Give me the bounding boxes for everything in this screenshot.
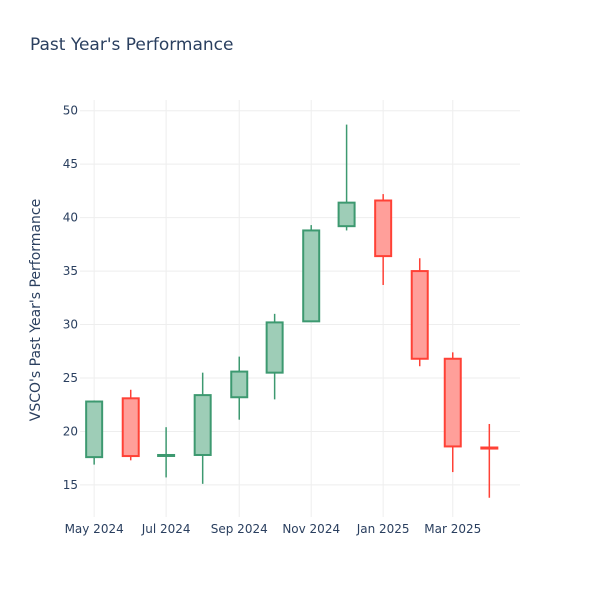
candle-body <box>85 400 104 459</box>
candle-body <box>302 229 321 323</box>
candle-body <box>157 453 176 457</box>
candle-increasing <box>302 225 321 323</box>
chart-title: Past Year's Performance <box>30 35 234 55</box>
gridlines <box>80 100 520 517</box>
candle-body <box>480 446 499 450</box>
y-tick-label: 25 <box>63 371 78 385</box>
y-tick-label: 50 <box>63 104 78 118</box>
candle-body <box>337 201 356 228</box>
candle-body <box>374 199 393 258</box>
x-tick-label: Nov 2024 <box>282 522 340 536</box>
candles <box>85 124 499 498</box>
y-tick-label: 45 <box>63 157 78 171</box>
candle-body <box>443 357 462 448</box>
candle-body <box>193 394 212 456</box>
candle-body <box>121 397 140 458</box>
candle-decreasing <box>121 389 140 461</box>
x-tick-label: Mar 2025 <box>424 522 481 536</box>
candle-decreasing <box>480 423 499 498</box>
candle-increasing <box>265 313 284 400</box>
candle-increasing <box>193 372 212 484</box>
candle-body <box>265 321 284 374</box>
candle-increasing <box>230 356 249 420</box>
candle-body <box>410 270 429 360</box>
y-axis-label: VSCO's Past Year's Performance <box>28 199 44 421</box>
candle-body <box>230 370 249 399</box>
y-tick-label: 20 <box>63 424 78 438</box>
candle-increasing <box>157 427 176 478</box>
candle-decreasing <box>374 194 393 285</box>
axes: 15 20 25 30 35 40 45 50 May 2024 Jul 2024 Sep 2024… <box>63 104 482 536</box>
y-tick-label: 40 <box>63 211 78 225</box>
y-tick-label: 15 <box>63 478 78 492</box>
y-tick-label: 35 <box>63 264 78 278</box>
candle-increasing <box>337 124 356 231</box>
y-tick-label: 30 <box>63 318 78 332</box>
x-tick-label: Sep 2024 <box>211 522 268 536</box>
candle-increasing <box>85 400 104 465</box>
candle-decreasing <box>410 258 429 367</box>
x-tick-label: May 2024 <box>65 522 124 536</box>
x-tick-label: Jan 2025 <box>356 522 410 536</box>
candle-decreasing <box>443 352 462 473</box>
x-tick-label: Jul 2024 <box>141 522 191 536</box>
